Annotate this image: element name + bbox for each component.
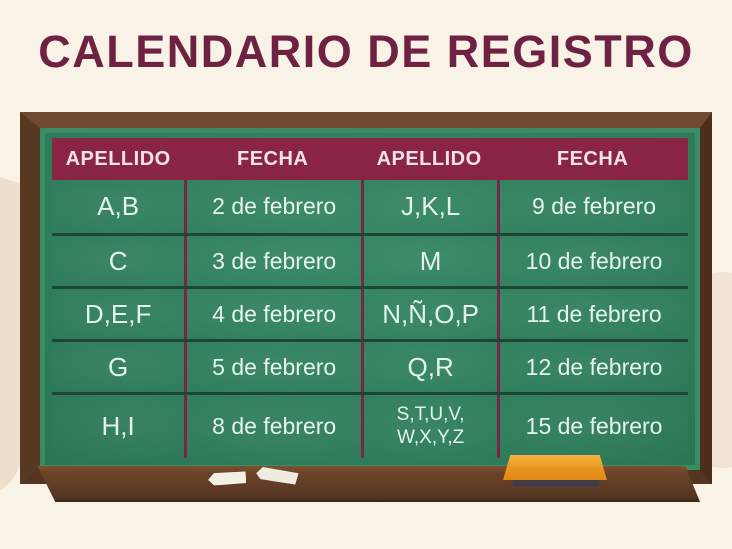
table-header-row: APELLIDO FECHA APELLIDO FECHA — [52, 138, 688, 180]
cell-apellido: C — [52, 236, 185, 286]
table-row: C 3 de febrero M 10 de febrero — [52, 233, 688, 286]
table-row: A,B 2 de febrero J,K,L 9 de febrero — [52, 180, 688, 233]
cell-fecha: 11 de febrero — [497, 289, 688, 339]
column-header-fecha-1: FECHA — [236, 147, 309, 170]
cell-apellido: M — [361, 236, 498, 286]
cell-apellido: J,K,L — [361, 180, 498, 233]
cell-apellido: D,E,F — [52, 289, 185, 339]
cell-fecha: 4 de febrero — [184, 289, 362, 339]
cell-apellido: G — [52, 342, 185, 392]
cell-fecha: 12 de febrero — [497, 342, 688, 392]
chalkboard-surface: APELLIDO FECHA APELLIDO FECHA A,B 2 de f… — [40, 128, 700, 470]
cell-fecha: 8 de febrero — [184, 395, 362, 458]
cell-fecha: 9 de febrero — [497, 180, 688, 233]
cell-apellido: Q,R — [361, 342, 498, 392]
cell-fecha: 3 de febrero — [184, 236, 362, 286]
column-header-fecha-2: FECHA — [556, 147, 629, 170]
table-row: G 5 de febrero Q,R 12 de febrero — [52, 339, 688, 392]
cell-fecha: 15 de febrero — [497, 395, 688, 458]
table-row: H,I 8 de febrero S,T,U,V, W,X,Y,Z 15 de … — [52, 392, 688, 458]
page-title: CALENDARIO DE REGISTRO — [38, 26, 694, 77]
cell-apellido: N,Ñ,O,P — [361, 289, 498, 339]
column-header-apellido-1: APELLIDO — [65, 147, 171, 170]
registration-table: APELLIDO FECHA APELLIDO FECHA A,B 2 de f… — [52, 138, 688, 458]
chalkboard: APELLIDO FECHA APELLIDO FECHA A,B 2 de f… — [20, 112, 712, 484]
column-header-apellido-2: APELLIDO — [376, 147, 482, 170]
cell-apellido: H,I — [52, 395, 185, 458]
eraser-shadow — [510, 477, 602, 487]
cell-fecha: 10 de febrero — [497, 236, 688, 286]
cell-apellido: S,T,U,V, W,X,Y,Z — [361, 395, 498, 458]
cell-fecha: 5 de febrero — [184, 342, 362, 392]
eraser-icon — [503, 455, 607, 480]
cell-fecha: 2 de febrero — [184, 180, 362, 233]
cell-apellido: A,B — [52, 180, 185, 233]
table-row: D,E,F 4 de febrero N,Ñ,O,P 11 de febrero — [52, 286, 688, 339]
